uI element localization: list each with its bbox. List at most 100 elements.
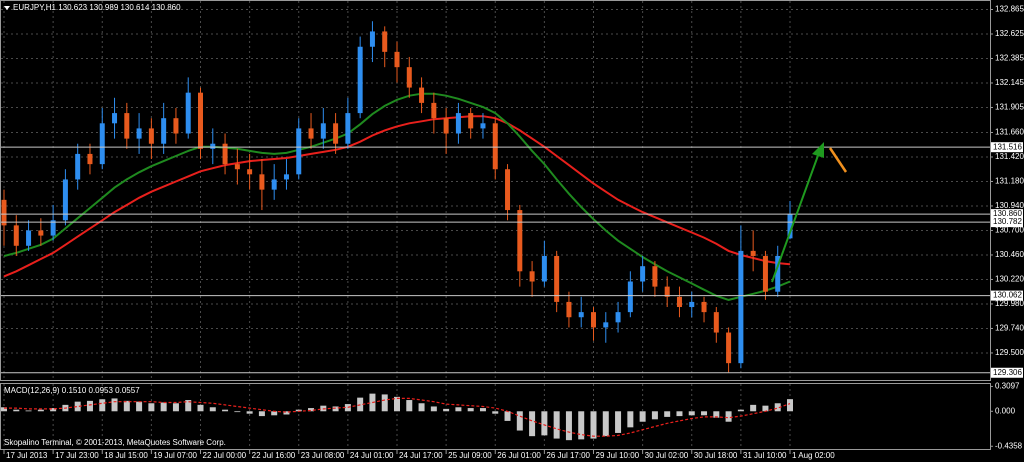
- macd-bar: [602, 411, 609, 437]
- candle-body: [713, 312, 719, 333]
- macd-bar: [639, 411, 646, 422]
- macd-bar: [295, 409, 302, 412]
- x-tick-label: 23 Jul 08:00: [301, 451, 345, 460]
- moving-average: [3, 115, 791, 278]
- x-tick-label: 29 Jul 10:00: [596, 451, 640, 460]
- candle-body: [136, 128, 142, 139]
- macd-bar: [197, 404, 204, 412]
- macd-bar: [627, 411, 634, 428]
- macd-title: MACD(12,26,9) 0.1510 0.0953 0.0557: [4, 386, 140, 395]
- price-label-box: [991, 217, 1023, 228]
- x-tick-label: 26 Jul 01:00: [497, 451, 541, 460]
- macd-bar: [99, 399, 106, 412]
- y-tick-label: 131.660: [995, 128, 1024, 137]
- macd-bar: [430, 406, 437, 412]
- macd-bar: [590, 411, 597, 439]
- candle-body: [173, 118, 179, 134]
- macd-bar: [111, 398, 118, 412]
- x-tick-label: 18 Jul 15:00: [104, 451, 148, 460]
- y-tick-label: 129.980: [995, 299, 1024, 308]
- candle-body: [640, 266, 646, 282]
- price-label-box: [991, 142, 1023, 153]
- candle-body: [750, 250, 756, 256]
- candle-body: [112, 113, 118, 124]
- y-tick-label: 132.865: [995, 5, 1024, 14]
- x-tick-label: 30 Jul 18:00: [694, 451, 738, 460]
- candle-body: [701, 301, 707, 313]
- macd-bar: [185, 400, 192, 412]
- macd-bar: [246, 411, 253, 414]
- macd-bar: [86, 400, 93, 412]
- macd-bar: [148, 403, 155, 412]
- x-tick-label: 17 Jul 23:00: [55, 451, 99, 460]
- green-arrow-head: [812, 142, 824, 158]
- y-tick-label: 132.145: [995, 78, 1024, 87]
- candle-body: [38, 230, 44, 236]
- y-tick-label: 0.000: [995, 406, 1016, 415]
- candle-body: [222, 143, 228, 165]
- candle-body: [198, 92, 203, 149]
- price-label: 130.062: [993, 291, 1022, 300]
- y-tick-label: 131.180: [995, 177, 1024, 186]
- macd-signal: [4, 397, 791, 437]
- macd-bar: [615, 411, 622, 433]
- x-tick-label: 24 Jul 01:00: [350, 451, 394, 460]
- macd-bar: [443, 408, 450, 412]
- macd-bar: [565, 411, 572, 441]
- macd-bar: [283, 411, 290, 415]
- macd-bar: [394, 396, 400, 412]
- macd-bar: [234, 411, 241, 413]
- candle-body: [259, 174, 265, 190]
- candle-body: [50, 220, 56, 236]
- candle-body: [455, 113, 461, 134]
- y-tick-label: 132.625: [995, 29, 1024, 38]
- macd-bar: [529, 411, 536, 437]
- candle-body: [271, 179, 277, 190]
- candle-body: [468, 113, 474, 129]
- green-arrow: [771, 149, 821, 283]
- candle-body: [345, 113, 351, 144]
- candle-body: [762, 255, 768, 292]
- x-tick-label: 19 Jul 07:00: [153, 451, 197, 460]
- candle-body: [13, 225, 19, 246]
- macd-bar: [455, 407, 462, 412]
- candle-body: [26, 230, 32, 246]
- footer: Skopalino Terminal, © 2001-2013, MetaQuo…: [4, 438, 226, 447]
- candle-body: [283, 174, 289, 180]
- macd-bar: [418, 403, 425, 412]
- candle-body: [492, 123, 498, 170]
- macd-bar: [762, 405, 769, 412]
- candle-body: [591, 312, 596, 328]
- candle-body: [775, 255, 781, 292]
- candle-body: [443, 118, 449, 134]
- candle-body: [554, 255, 560, 302]
- macd-bar: [541, 411, 548, 436]
- macd-bar: [504, 411, 511, 421]
- macd-bar: [13, 409, 20, 412]
- orange-arrow: [828, 147, 848, 173]
- macd-bar: [688, 411, 695, 416]
- x-tick-label: 22 Jul 00:00: [203, 451, 247, 460]
- candle-body: [603, 322, 609, 328]
- macd-bar: [737, 409, 744, 412]
- y-tick-label: 131.420: [995, 152, 1024, 161]
- candle-body: [615, 312, 621, 323]
- candle-body: [726, 332, 732, 364]
- y-tick-label: 130.460: [995, 250, 1024, 259]
- macd-bar: [750, 404, 757, 412]
- macd-bar: [713, 411, 720, 418]
- macd-bar: [553, 411, 560, 439]
- x-tick-label: 22 Jul 16:00: [252, 451, 296, 460]
- candle-body: [578, 312, 584, 318]
- candle-body: [1, 199, 7, 226]
- chart-title: EURJPY,H1 130.623 130.989 130.614 130.86…: [13, 3, 181, 12]
- macd-bar: [406, 400, 413, 412]
- candle-body: [664, 286, 670, 297]
- y-tick-label: -0.4358: [995, 441, 1023, 450]
- macd-bar: [172, 403, 179, 412]
- macd-bar: [492, 411, 499, 414]
